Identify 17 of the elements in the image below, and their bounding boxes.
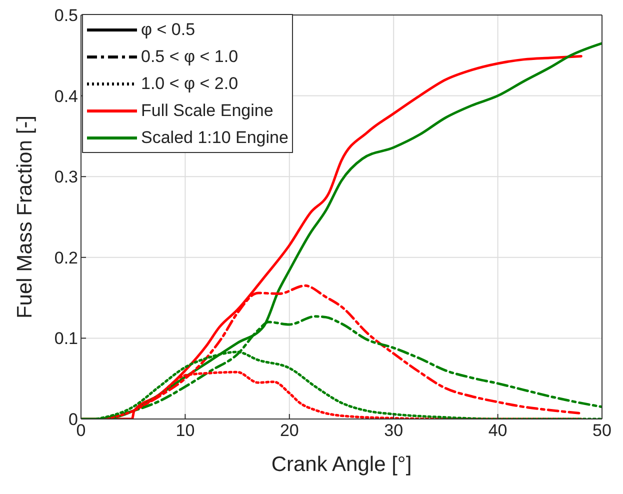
x-tick-label: 10: [176, 421, 195, 440]
y-tick-label: 0.4: [54, 86, 78, 106]
x-tick-label: 40: [488, 421, 508, 440]
y-tick-label: 0.5: [54, 6, 78, 26]
y-tick-label: 0.1: [54, 329, 78, 348]
x-tick-label: 50: [592, 421, 612, 440]
legend-label: Scaled 1:10 Engine: [141, 128, 288, 148]
y-axis-title: Fuel Mass Fraction [-]: [13, 115, 36, 319]
legend-label: φ < 0.5: [141, 20, 196, 40]
legend-label: 1.0 < φ < 2.0: [141, 74, 238, 94]
y-tick-label: 0.2: [54, 248, 78, 268]
x-tick-label: 30: [384, 421, 404, 440]
y-tick-label: 0.3: [54, 168, 78, 187]
legend-label: Full Scale Engine: [141, 100, 274, 120]
x-tick-label: 20: [280, 421, 299, 440]
legend-label: 0.5 < φ < 1.0: [141, 46, 238, 66]
x-axis-title: Crank Angle [°]: [271, 453, 412, 476]
